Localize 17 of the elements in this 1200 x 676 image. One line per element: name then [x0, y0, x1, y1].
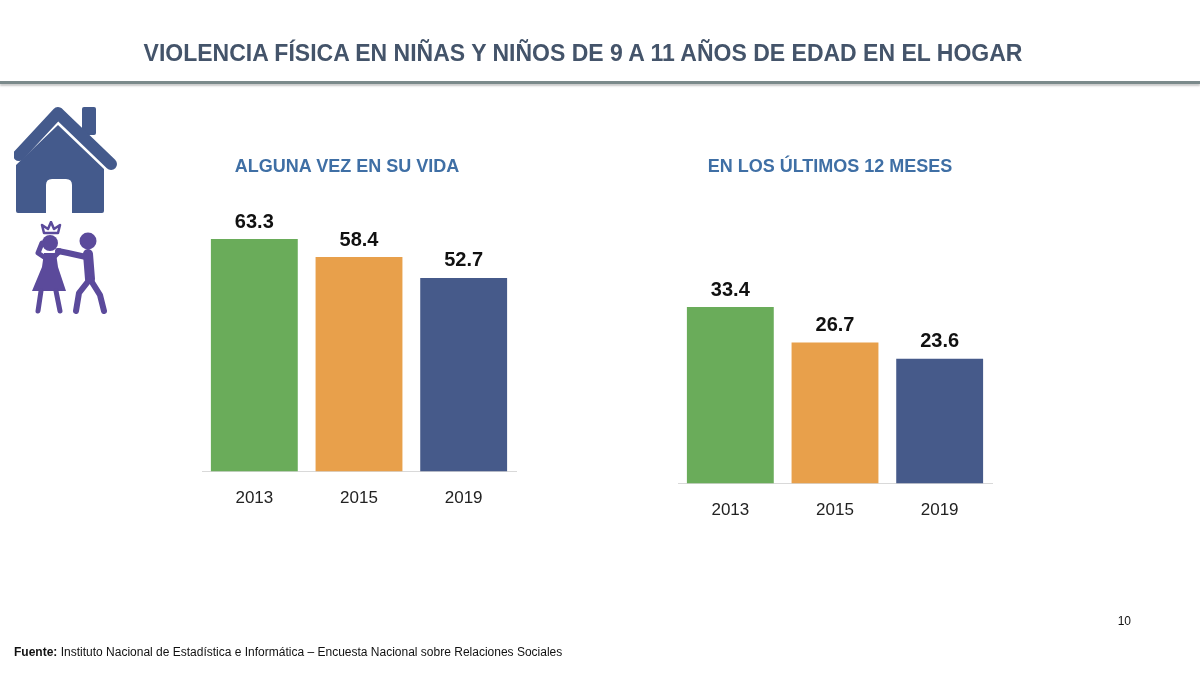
- data-label: 58.4: [339, 227, 380, 250]
- text: 10: [1117, 614, 1131, 628]
- chart-subtitle: EN LOS ÚLTIMOS 12 MESES: [707, 156, 953, 177]
- x-tick-label: 2013: [711, 500, 750, 520]
- source-note: Fuente: Instituto Nacional de Estadística e Informática – Encuesta Nacional sobre Relaciones Sociales: [14, 645, 563, 659]
- data-label: 26.7: [815, 312, 855, 335]
- x-tick-label: 2013: [235, 488, 274, 508]
- data-label: 33.4: [710, 277, 751, 300]
- x-tick-label: 2019: [920, 500, 959, 520]
- x-tick-label: 2015: [340, 488, 378, 508]
- x-tick-label: 2019: [444, 488, 483, 508]
- data-label: 23.6: [920, 329, 960, 352]
- x-tick-label: 2015: [816, 500, 854, 520]
- data-label: 63.3: [234, 209, 274, 232]
- text: VIOLENCIA FÍSICA EN NIÑAS Y NIÑOS DE 9 A 11 AÑOS DE EDAD EN EL HOGAR: [143, 40, 1023, 67]
- chart-subtitle: ALGUNA VEZ EN SU VIDA: [234, 156, 460, 177]
- data-label: 52.7: [444, 248, 484, 271]
